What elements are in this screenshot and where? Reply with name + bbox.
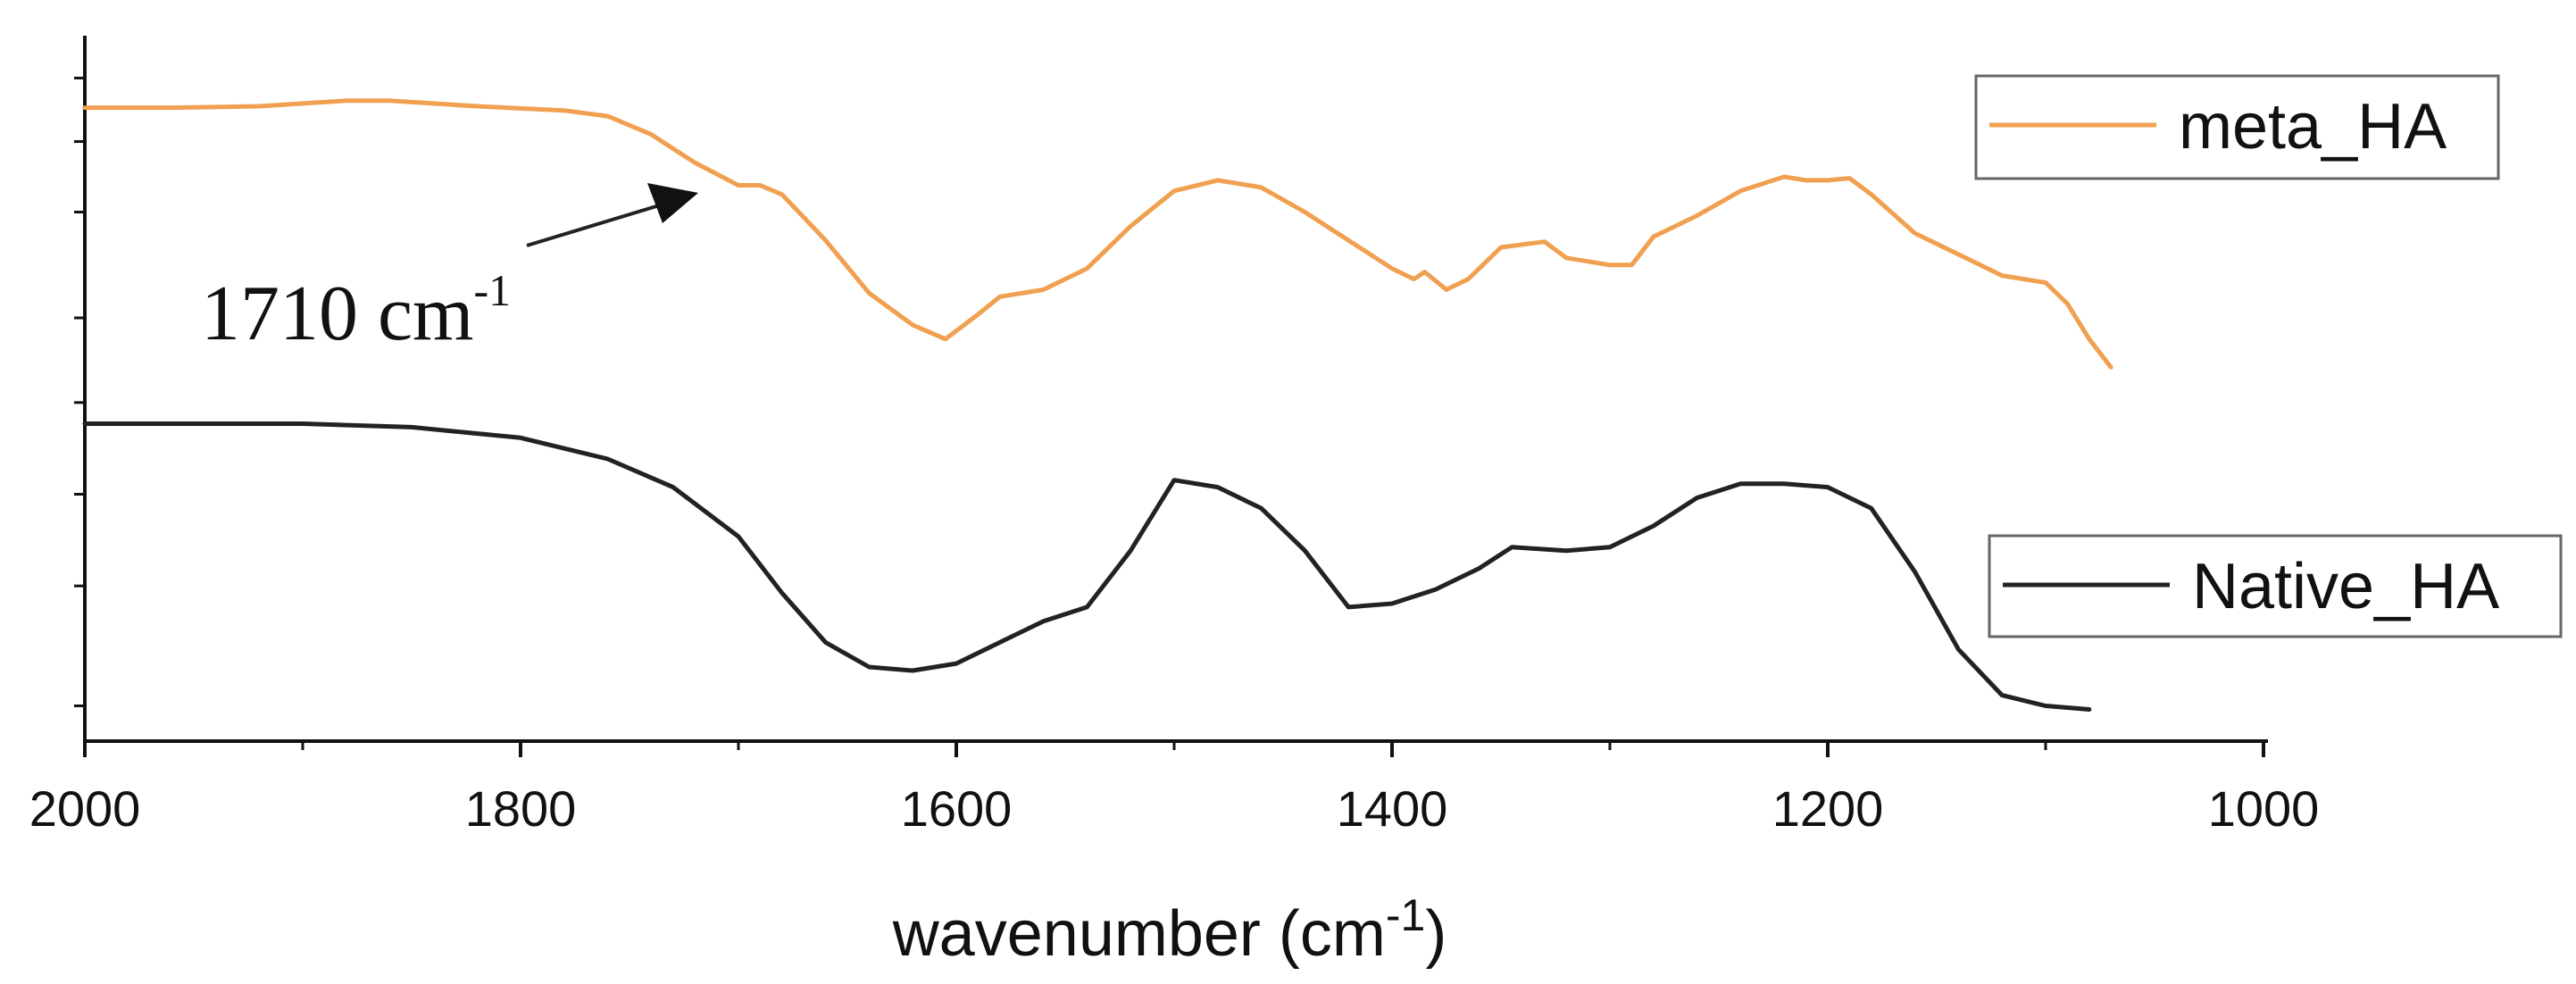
series-line-native-ha <box>82 421 2092 712</box>
x-axis-title: wavenumber (cm-1) <box>892 890 1447 970</box>
annotation-arrow <box>526 202 666 247</box>
legend-meta-label: meta_HA <box>2179 91 2447 163</box>
x-tick-label: 1000 <box>2208 780 2320 837</box>
legend-meta-box <box>1974 74 2500 180</box>
x-minor-ticks <box>301 741 2047 750</box>
annotation-arrowhead <box>647 183 698 223</box>
y-ticks <box>74 76 85 707</box>
annotation-label: 1710 cm-1 <box>201 265 511 357</box>
annotation: 1710 cm-1 <box>201 183 698 357</box>
x-tick-label: 1800 <box>465 780 577 837</box>
legend-meta: meta_HA <box>1974 74 2500 180</box>
x-ticks: 2000 1800 1600 1400 1200 1000 <box>29 741 2320 837</box>
legend-native: Native_HA <box>1988 534 2563 638</box>
plot-area: 2000 1800 1600 1400 1200 1000 <box>29 36 2320 837</box>
x-tick-label: 1400 <box>1337 780 1448 837</box>
x-tick-label: 1200 <box>1772 780 1884 837</box>
x-tick-label: 2000 <box>29 780 141 837</box>
legend-native-label: Native_HA <box>2192 551 2499 622</box>
series-layer <box>82 98 2113 712</box>
series-line-meta-ha <box>82 98 2113 370</box>
x-tick-label: 1600 <box>901 780 1013 837</box>
